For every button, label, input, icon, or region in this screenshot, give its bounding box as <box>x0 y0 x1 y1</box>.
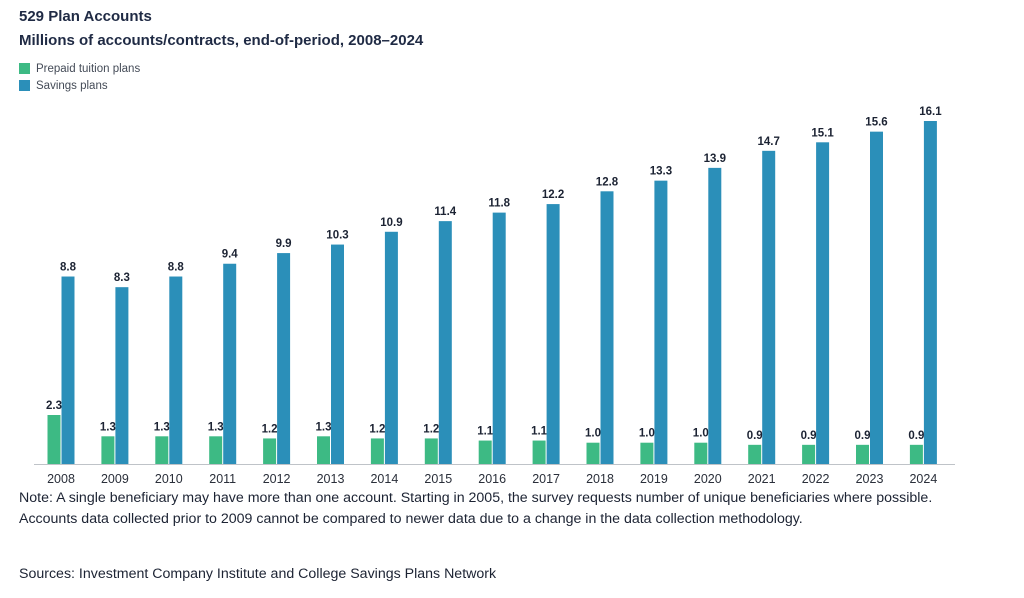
data-label-prepaid-2018: 1.0 <box>585 428 601 440</box>
chart-sources: Sources: Investment Company Institute an… <box>19 566 497 582</box>
data-label-savings-2012: 9.9 <box>276 238 292 250</box>
data-label-prepaid-2010: 1.3 <box>154 421 170 433</box>
bar-savings-2019 <box>654 180 668 465</box>
x-tick-label-2010: 2010 <box>155 472 183 486</box>
bar-savings-2015 <box>438 221 452 464</box>
data-label-savings-2008: 8.8 <box>60 262 77 274</box>
bar-savings-2016 <box>492 212 506 464</box>
data-label-savings-2011: 9.4 <box>222 249 239 261</box>
legend-label-savings: Savings plans <box>36 79 108 92</box>
x-tick-label-2020: 2020 <box>694 472 722 486</box>
bar-savings-2008 <box>61 276 75 464</box>
data-label-savings-2022: 15.1 <box>811 127 834 139</box>
data-label-savings-2019: 13.3 <box>650 166 672 178</box>
bar-savings-2018 <box>600 191 614 464</box>
chart-legend: Prepaid tuition plans Savings plans <box>19 60 140 94</box>
bar-prepaid-2020 <box>694 442 708 464</box>
data-label-prepaid-2017: 1.1 <box>531 426 548 438</box>
data-label-savings-2023: 15.6 <box>865 117 887 129</box>
data-label-prepaid-2014: 1.2 <box>369 423 385 435</box>
bar-prepaid-2022 <box>802 444 816 464</box>
data-label-prepaid-2016: 1.1 <box>477 426 494 438</box>
data-label-savings-2024: 16.1 <box>919 106 942 118</box>
bar-prepaid-2016 <box>478 440 492 464</box>
data-label-prepaid-2009: 1.3 <box>100 421 116 433</box>
bar-savings-2024 <box>923 121 937 464</box>
data-label-savings-2017: 12.2 <box>542 189 564 201</box>
data-label-prepaid-2021: 0.9 <box>747 430 763 442</box>
bar-prepaid-2011 <box>209 436 223 464</box>
x-tick-label-2021: 2021 <box>748 472 776 486</box>
data-label-savings-2010: 8.8 <box>168 262 185 274</box>
chart-note: Note: A single beneficiary may have more… <box>19 490 933 527</box>
x-tick-label-2024: 2024 <box>909 472 937 486</box>
x-tick-label-2023: 2023 <box>856 472 884 486</box>
bar-savings-2022 <box>816 142 830 464</box>
x-tick-label-2015: 2015 <box>424 472 452 486</box>
bar-savings-2014 <box>384 231 398 464</box>
bar-savings-2013 <box>331 244 344 464</box>
bar-prepaid-2023 <box>856 444 869 464</box>
legend-label-prepaid: Prepaid tuition plans <box>36 62 141 75</box>
data-label-savings-2018: 12.8 <box>596 176 619 188</box>
bar-prepaid-2019 <box>640 442 654 464</box>
data-label-prepaid-2023: 0.9 <box>855 430 871 442</box>
x-tick-label-2016: 2016 <box>478 472 506 486</box>
data-label-savings-2021: 14.7 <box>758 136 780 148</box>
bar-savings-2020 <box>708 167 722 464</box>
x-tick-label-2011: 2011 <box>209 472 236 486</box>
data-label-savings-2009: 8.3 <box>114 272 130 284</box>
bar-prepaid-2017 <box>532 440 546 464</box>
bar-savings-2009 <box>115 287 129 464</box>
bar-savings-2023 <box>870 131 883 465</box>
chart-title: 529 Plan Accounts <box>19 8 152 25</box>
x-tick-label-2008: 2008 <box>47 472 75 486</box>
bar-prepaid-2018 <box>586 442 600 464</box>
x-tick-label-2014: 2014 <box>370 472 398 486</box>
bar-prepaid-2008 <box>47 415 61 464</box>
data-label-prepaid-2008: 2.3 <box>46 400 62 412</box>
data-label-prepaid-2011: 1.3 <box>208 421 224 433</box>
data-label-savings-2016: 11.8 <box>488 198 510 210</box>
data-label-savings-2015: 11.4 <box>434 206 456 218</box>
bar-prepaid-2014 <box>370 438 384 464</box>
bar-prepaid-2012 <box>263 438 277 464</box>
bar-prepaid-2024 <box>909 444 923 464</box>
data-label-prepaid-2020: 1.0 <box>693 428 709 440</box>
data-label-prepaid-2019: 1.0 <box>639 428 655 440</box>
bar-prepaid-2009 <box>101 436 115 464</box>
data-label-savings-2020: 13.9 <box>704 153 726 165</box>
bar-prepaid-2013 <box>317 436 330 464</box>
x-tick-label-2013: 2013 <box>317 472 345 486</box>
legend-item-prepaid: Prepaid tuition plans <box>19 60 140 77</box>
x-tick-label-2019: 2019 <box>640 472 668 486</box>
x-tick-label-2017: 2017 <box>532 472 560 486</box>
x-tick-label-2018: 2018 <box>586 472 614 486</box>
data-label-prepaid-2015: 1.2 <box>423 423 439 435</box>
x-tick-label-2022: 2022 <box>802 472 830 486</box>
data-label-savings-2013: 10.3 <box>326 230 348 242</box>
data-label-prepaid-2022: 0.9 <box>801 430 817 442</box>
chart-subtitle: Millions of accounts/contracts, end-of-p… <box>19 32 424 49</box>
bar-prepaid-2015 <box>424 438 438 464</box>
bar-savings-2017 <box>546 204 560 464</box>
data-label-savings-2014: 10.9 <box>380 217 402 229</box>
bar-savings-2012 <box>277 253 291 464</box>
data-label-prepaid-2012: 1.2 <box>262 423 278 435</box>
data-label-prepaid-2013: 1.3 <box>316 421 332 433</box>
legend-swatch-prepaid <box>19 63 30 74</box>
bar-savings-2011 <box>223 263 237 464</box>
bar-prepaid-2021 <box>748 444 762 464</box>
data-label-prepaid-2024: 0.9 <box>908 430 924 442</box>
x-tick-label-2012: 2012 <box>263 472 291 486</box>
bar-savings-2021 <box>762 150 776 464</box>
legend-item-savings: Savings plans <box>19 77 140 94</box>
bar-prepaid-2010 <box>155 436 169 464</box>
x-tick-label-2009: 2009 <box>101 472 129 486</box>
legend-swatch-savings <box>19 80 30 91</box>
bar-savings-2010 <box>169 276 183 464</box>
